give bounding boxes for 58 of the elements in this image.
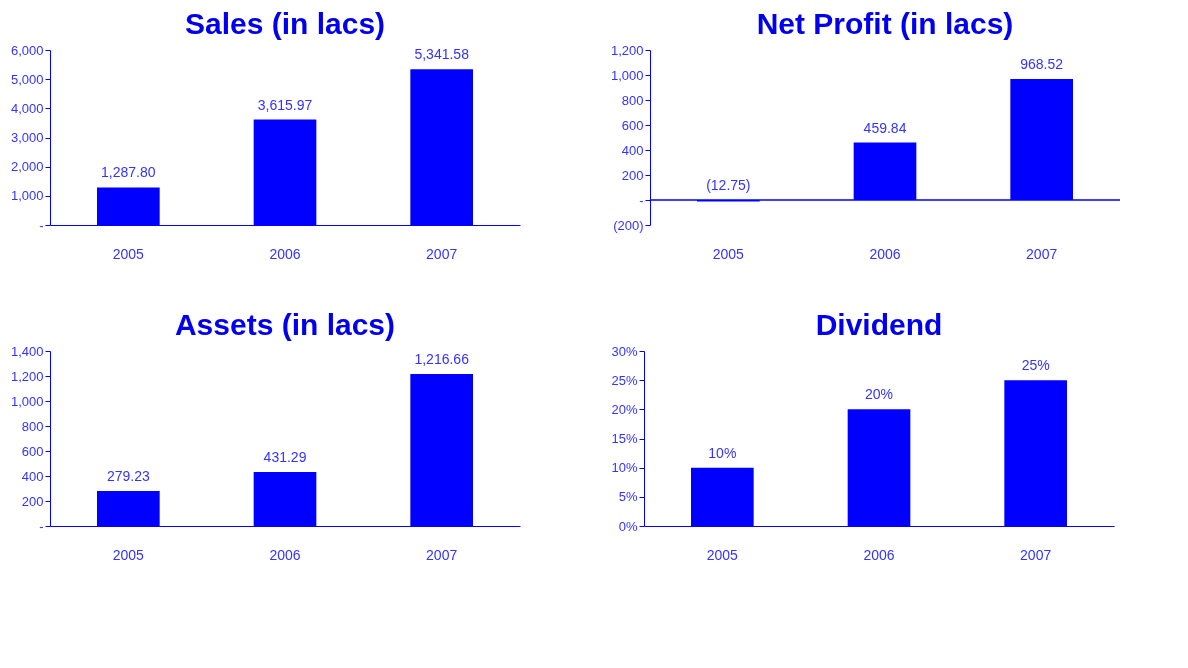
y-tick-label: 1,200 — [10, 368, 44, 384]
data-label: 5,341.58 — [414, 46, 470, 63]
y-tick-label: 3,000 — [10, 130, 44, 145]
y-tick-label: 0% — [618, 518, 638, 534]
y-tick-label: 1,200 — [610, 42, 644, 58]
data-label: (12.75) — [706, 177, 751, 193]
data-label: 25% — [1021, 357, 1050, 374]
chart-title: Assets (in lacs) — [174, 308, 396, 341]
y-tick-label: 15% — [611, 431, 638, 446]
data-label: 10% — [708, 444, 737, 461]
data-label: 3,615.97 — [257, 96, 313, 113]
y-tick-label: 400 — [621, 142, 644, 158]
y-tick-label: 1,400 — [10, 343, 44, 359]
y-tick-label: 200 — [621, 167, 644, 183]
chart-title: Net Profit (in lacs) — [756, 7, 1014, 40]
y-tick-label: - — [639, 192, 644, 208]
y-tick-label: 5,000 — [10, 71, 44, 87]
y-tick-label: (200) — [613, 217, 644, 233]
x-tick-label: 2005 — [112, 245, 145, 262]
y-tick-label: 200 — [21, 493, 44, 509]
x-tick-label: 2007 — [426, 245, 458, 262]
x-tick-label: 2007 — [1020, 546, 1052, 563]
y-tick-label: 6,000 — [10, 42, 44, 58]
y-tick-label: 600 — [621, 117, 644, 133]
x-tick-label: 2006 — [269, 546, 301, 563]
x-tick-label: 2005 — [706, 546, 739, 563]
x-tick-label: 2007 — [426, 546, 458, 563]
y-tick-label: 4,000 — [10, 100, 44, 116]
data-label: 431.29 — [263, 449, 307, 466]
y-tick-label: 800 — [21, 418, 44, 434]
data-label: 1,216.66 — [414, 350, 470, 367]
data-label: 459.84 — [863, 119, 907, 136]
chart-title: Sales (in lacs) — [184, 7, 386, 40]
y-tick-label: 600 — [21, 443, 44, 459]
y-tick-label: 1,000 — [610, 67, 644, 83]
y-tick-label: 5% — [618, 489, 638, 505]
y-tick-label: 800 — [621, 92, 644, 108]
y-tick-label: 30% — [611, 343, 638, 359]
data-label: 968.52 — [1020, 55, 1064, 72]
x-tick-label: 2006 — [869, 245, 901, 262]
x-tick-label: 2006 — [863, 546, 895, 563]
y-tick-label: 10% — [611, 460, 638, 476]
y-tick-label: - — [39, 518, 44, 534]
x-tick-label: 2006 — [269, 245, 301, 262]
y-tick-label: 2,000 — [10, 159, 44, 175]
y-tick-label: 25% — [611, 372, 638, 388]
y-tick-label: 1,000 — [10, 188, 44, 204]
y-tick-label: - — [39, 217, 44, 233]
y-tick-label: 1,000 — [10, 393, 44, 409]
data-label: 1,287.80 — [101, 164, 156, 181]
data-label: 20% — [864, 386, 894, 403]
y-tick-label: 400 — [21, 468, 44, 484]
y-tick-label: 20% — [611, 401, 638, 417]
x-tick-label: 2005 — [112, 546, 145, 563]
x-tick-label: 2007 — [1026, 245, 1058, 262]
x-tick-label: 2005 — [712, 245, 745, 262]
data-label: 279.23 — [106, 468, 150, 485]
chart-title: Dividend — [815, 308, 943, 341]
